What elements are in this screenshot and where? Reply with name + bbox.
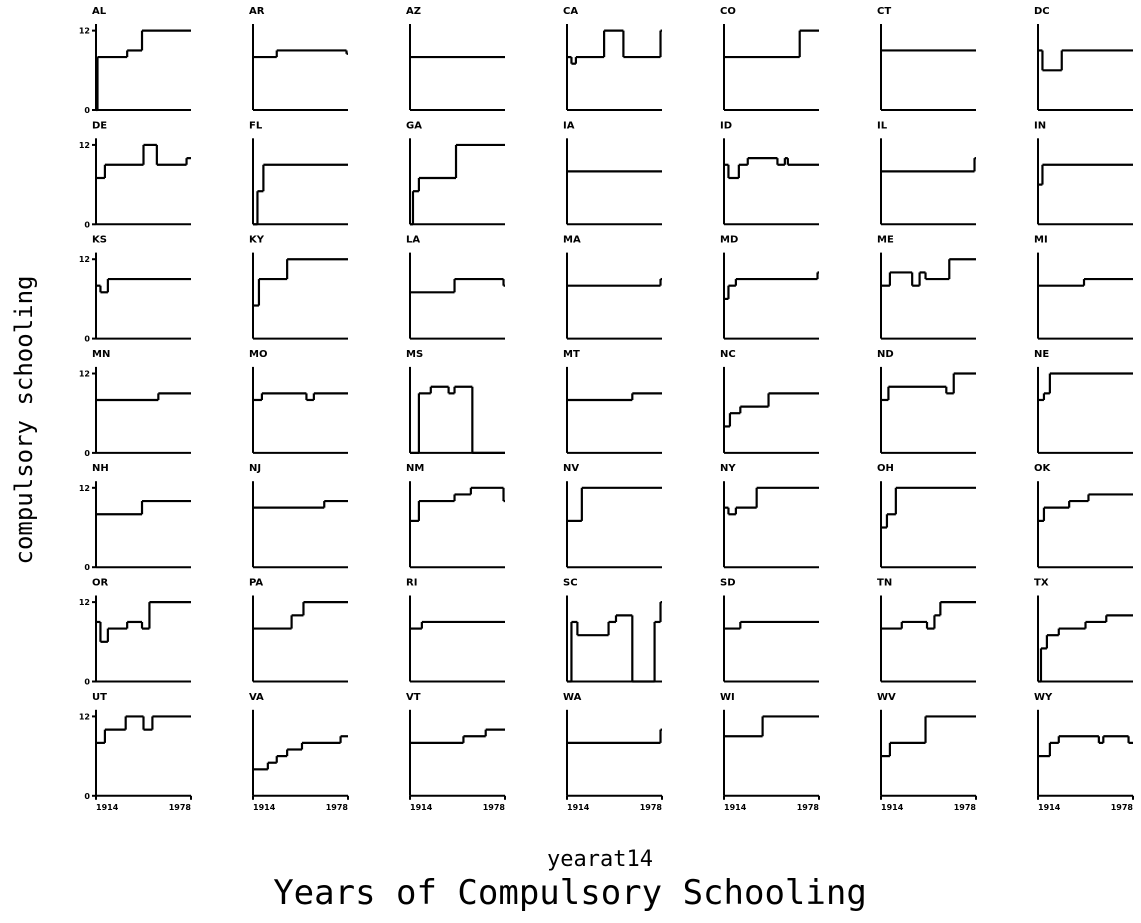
panel-title: VT [406,692,421,703]
x-tick-label: 1978 [169,803,192,812]
panel-title: PA [249,578,263,589]
y-tick-label: 12 [79,598,90,607]
x-tick-label: 1978 [326,803,349,812]
x-tick-label: 1914 [96,803,119,812]
x-tick-label: 1914 [567,803,590,812]
x-axis-label: yearat14 [547,847,653,872]
panel-title: UT [92,692,107,703]
chart-title: Years of Compulsory Schooling [273,873,867,913]
panel-title: OR [92,578,109,589]
panel-title: IA [563,120,575,131]
panel-title: WA [563,692,582,703]
y-tick-label: 0 [84,678,90,687]
panel-title: GA [406,120,422,131]
panel-title: CT [877,6,891,17]
panel-title: MN [92,349,110,360]
panel-title: MD [720,235,738,246]
panel-title: OH [877,463,894,474]
panel-title: MO [249,349,267,360]
panel-title: WI [720,692,735,703]
y-tick-label: 0 [84,106,90,115]
panel-title: DC [1034,6,1050,17]
panel-title: MA [563,235,581,246]
y-tick-label: 12 [79,141,90,150]
panel-title: CA [563,6,578,17]
panel-title: NH [92,463,109,474]
panel-title: AR [249,6,265,17]
panel-title: KS [92,235,107,246]
panel-title: NE [1034,349,1049,360]
panel-title: TN [877,578,892,589]
panel-title: FL [249,120,263,131]
y-tick-label: 12 [79,27,90,36]
y-tick-label: 0 [84,220,90,229]
panel-title: CO [720,6,736,17]
y-axis-label: compulsory schooling [10,276,38,565]
x-tick-label: 1978 [640,803,663,812]
panel-title: NC [720,349,736,360]
panel-title: NY [720,463,736,474]
panel-title: TX [1034,578,1049,589]
y-tick-label: 12 [79,370,90,379]
x-tick-label: 1914 [724,803,747,812]
panel-title: DE [92,120,107,131]
panel-title: WY [1034,692,1053,703]
panel-title: MI [1034,235,1048,246]
panel-title: IN [1034,120,1046,131]
y-tick-label: 0 [84,335,90,344]
y-tick-label: 0 [84,563,90,572]
x-tick-label: 1978 [1111,803,1134,812]
panel-title: SC [563,578,578,589]
panel-title: NJ [249,463,261,474]
y-tick-label: 12 [79,255,90,264]
y-tick-label: 12 [79,484,90,493]
panel-title: SD [720,578,736,589]
panel-title: WV [877,692,896,703]
panel-title: IL [877,120,888,131]
panel-title: AL [92,6,107,17]
panel-title: NV [563,463,579,474]
y-tick-label: 12 [79,712,90,721]
panel-title: MT [563,349,580,360]
panel-title: LA [406,235,420,246]
x-tick-label: 1978 [797,803,820,812]
y-tick-label: 0 [84,792,90,801]
panel-title: AZ [406,6,421,17]
x-tick-label: 1914 [253,803,276,812]
x-tick-label: 1978 [954,803,977,812]
x-tick-label: 1978 [483,803,506,812]
panel-title: NM [406,463,424,474]
x-tick-label: 1914 [881,803,904,812]
panel-title: ND [877,349,894,360]
panel-title: VA [249,692,264,703]
panel-title: RI [406,578,417,589]
panel-title: KY [249,235,265,246]
panel-title: MS [406,349,423,360]
x-tick-label: 1914 [410,803,433,812]
x-tick-label: 1914 [1038,803,1061,812]
panel-title: OK [1034,463,1052,474]
panel-title: ID [720,120,732,131]
panel-title: ME [877,235,894,246]
y-tick-label: 0 [84,449,90,458]
